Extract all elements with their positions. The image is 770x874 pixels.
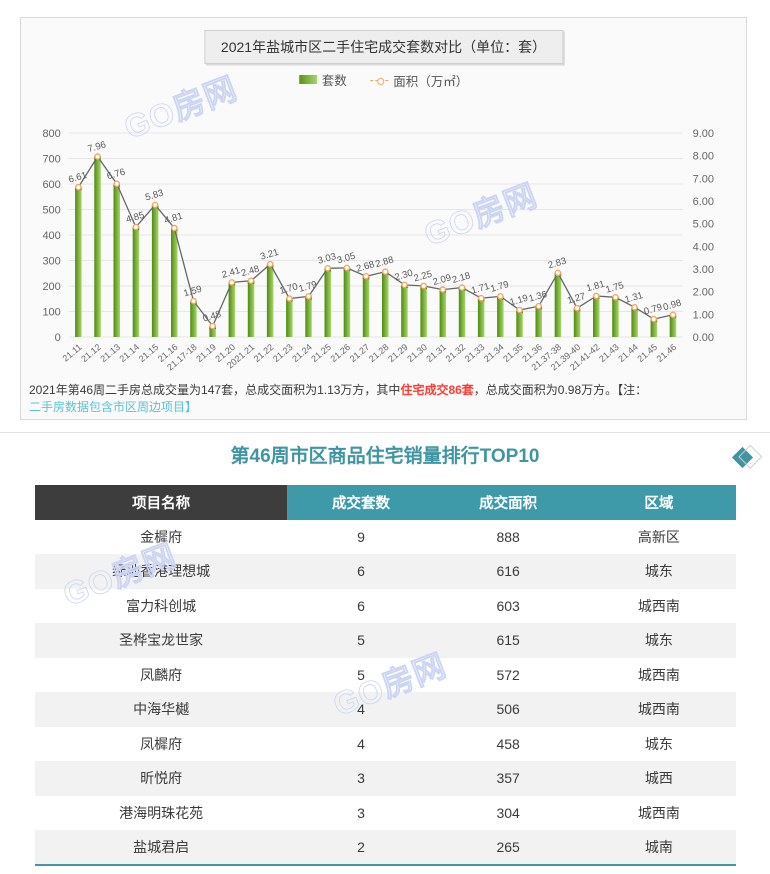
svg-text:0.98: 0.98: [662, 298, 683, 314]
svg-text:2.41: 2.41: [221, 265, 242, 281]
svg-text:3.03: 3.03: [317, 251, 338, 267]
svg-text:0.79: 0.79: [643, 302, 664, 318]
svg-text:21.19: 21.19: [194, 342, 218, 364]
svg-text:21.31: 21.31: [424, 342, 448, 364]
svg-text:2.68: 2.68: [355, 259, 376, 275]
svg-text:700: 700: [42, 154, 60, 166]
svg-text:7.00: 7.00: [693, 173, 714, 185]
svg-text:21.35: 21.35: [501, 342, 525, 364]
svg-text:21.34: 21.34: [482, 342, 506, 364]
svg-text:21.45: 21.45: [635, 342, 659, 364]
svg-text:9.00: 9.00: [693, 128, 714, 140]
svg-text:2.25: 2.25: [413, 269, 434, 285]
svg-text:0.00: 0.00: [693, 332, 714, 344]
svg-text:2.88: 2.88: [374, 254, 395, 270]
svg-text:21.22: 21.22: [252, 342, 276, 364]
svg-text:2.48: 2.48: [240, 264, 261, 280]
svg-text:2.30: 2.30: [393, 268, 414, 284]
svg-text:4.00: 4.00: [693, 241, 714, 253]
svg-text:1.81: 1.81: [585, 279, 606, 295]
svg-text:21.25: 21.25: [309, 342, 333, 364]
svg-text:800: 800: [42, 128, 60, 140]
svg-text:21.26: 21.26: [328, 342, 352, 364]
svg-text:600: 600: [42, 179, 60, 191]
svg-text:21.30: 21.30: [405, 342, 429, 364]
svg-text:400: 400: [42, 230, 60, 242]
svg-text:2.00: 2.00: [693, 287, 714, 299]
svg-text:21.12: 21.12: [79, 342, 103, 364]
svg-text:2.18: 2.18: [451, 270, 472, 286]
svg-text:0: 0: [55, 332, 61, 344]
svg-text:2.83: 2.83: [547, 256, 568, 272]
svg-text:5.00: 5.00: [693, 219, 714, 231]
svg-text:1.71: 1.71: [470, 281, 491, 297]
svg-text:21.11: 21.11: [61, 342, 84, 364]
svg-text:6.00: 6.00: [693, 196, 714, 208]
svg-text:100: 100: [42, 307, 60, 319]
svg-text:21.32: 21.32: [444, 342, 468, 364]
svg-text:1.31: 1.31: [624, 290, 645, 306]
svg-text:1.19: 1.19: [509, 293, 530, 309]
svg-text:21.27: 21.27: [348, 342, 372, 364]
svg-text:1.79: 1.79: [298, 279, 319, 295]
svg-text:3.05: 3.05: [336, 251, 357, 267]
svg-text:21.24: 21.24: [290, 342, 314, 364]
svg-text:21.43: 21.43: [597, 342, 621, 364]
svg-text:1.79: 1.79: [489, 279, 510, 295]
svg-text:21.13: 21.13: [98, 342, 122, 364]
svg-text:4.85: 4.85: [125, 210, 146, 226]
svg-text:21.28: 21.28: [367, 342, 391, 364]
svg-text:21.46: 21.46: [655, 342, 679, 364]
svg-text:21.15: 21.15: [137, 342, 161, 364]
svg-text:21.33: 21.33: [463, 342, 487, 364]
svg-text:3.00: 3.00: [693, 264, 714, 276]
svg-text:1.00: 1.00: [693, 309, 714, 321]
svg-text:21.23: 21.23: [271, 342, 295, 364]
svg-text:200: 200: [42, 281, 60, 293]
svg-text:6.61: 6.61: [67, 170, 88, 186]
svg-text:8.00: 8.00: [693, 151, 714, 163]
svg-text:300: 300: [42, 256, 60, 268]
svg-text:1.36: 1.36: [528, 289, 549, 305]
svg-text:1.75: 1.75: [604, 280, 625, 296]
svg-text:21.29: 21.29: [386, 342, 410, 364]
svg-text:4.81: 4.81: [163, 211, 184, 227]
svg-text:21.14: 21.14: [117, 342, 141, 364]
svg-text:6.76: 6.76: [106, 167, 127, 183]
svg-text:21.44: 21.44: [616, 342, 640, 364]
svg-text:5.83: 5.83: [144, 188, 165, 204]
svg-text:7.96: 7.96: [87, 139, 108, 155]
svg-text:500: 500: [42, 205, 60, 217]
